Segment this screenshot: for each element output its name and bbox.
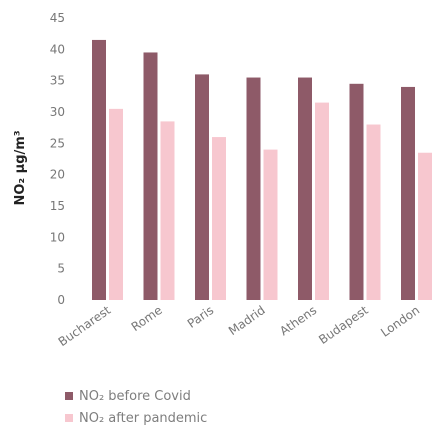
- bar-after-paris: [212, 137, 226, 300]
- legend-swatch-before: [65, 392, 73, 400]
- y-tick-label: 15: [50, 199, 65, 213]
- bar-after-london: [418, 152, 432, 300]
- bar-after-budapest: [366, 124, 381, 301]
- y-tick-label: 40: [50, 42, 65, 56]
- y-tick-label: 35: [50, 74, 65, 88]
- bars: [92, 39, 432, 301]
- legend-label-after: NO₂ after pandemic: [79, 410, 208, 426]
- x-tick-label-london: London: [378, 303, 422, 340]
- x-tick-label-rome: Rome: [129, 303, 165, 334]
- bar-before-budapest: [349, 83, 364, 300]
- legend-item-before: NO₂ before Covid: [65, 388, 191, 404]
- legend-swatch-after: [65, 414, 73, 422]
- x-tick-label-madrid: Madrid: [226, 303, 268, 338]
- bar-after-madrid: [263, 149, 278, 300]
- bar-before-athens: [298, 77, 312, 301]
- bar-before-paris: [195, 74, 209, 301]
- bar-after-rome: [160, 121, 175, 301]
- y-tick-label: 30: [50, 105, 65, 119]
- y-axis-ticks: 0 5 10 15 20 25 30 35 40 45: [50, 11, 65, 307]
- bar-chart: 0 5 10 15 20 25 30 35 40 45 Bucharest Rome Paris Mad…: [13, 11, 432, 349]
- y-axis-label: NO₂ μg/m³: [13, 130, 28, 205]
- bar-after-bucharest: [109, 108, 123, 300]
- y-tick-label: 25: [50, 136, 65, 150]
- bar-before-madrid: [246, 77, 261, 301]
- x-tick-label-paris: Paris: [185, 303, 216, 331]
- legend-label-before: NO₂ before Covid: [79, 388, 191, 404]
- bar-before-bucharest: [92, 39, 106, 300]
- legend-item-after: NO₂ after pandemic: [65, 410, 207, 426]
- bar-before-rome: [143, 52, 158, 300]
- bar-after-athens: [315, 102, 329, 300]
- bar-before-london: [401, 86, 415, 300]
- y-tick-label: 0: [57, 293, 65, 307]
- x-tick-label-bucharest: Bucharest: [56, 303, 114, 349]
- y-tick-label: 10: [50, 230, 65, 244]
- y-tick-label: 20: [50, 168, 65, 182]
- x-tick-label-budapest: Budapest: [316, 303, 371, 347]
- y-tick-label: 45: [50, 11, 65, 25]
- y-tick-label: 5: [57, 262, 65, 276]
- x-tick-label-athens: Athens: [277, 303, 319, 338]
